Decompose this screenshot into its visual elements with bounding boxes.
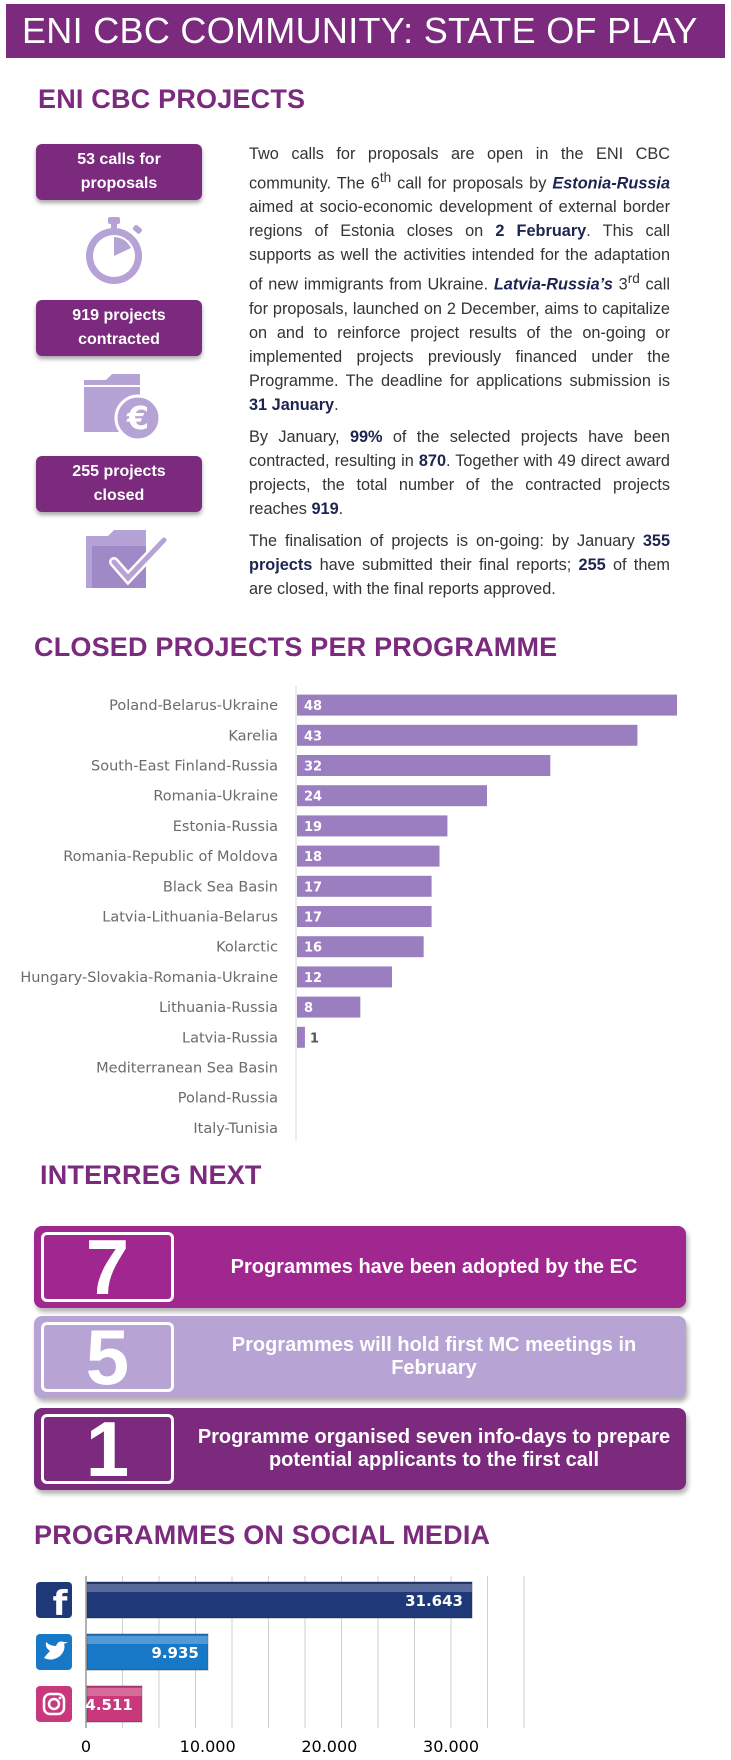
chart-value-label: 43 xyxy=(304,729,322,744)
chart-category-label: Poland-Belarus-Ukraine xyxy=(109,698,278,714)
chart-bar xyxy=(297,906,432,927)
chart-bar xyxy=(297,815,448,837)
chart-category-label: Kolarctic xyxy=(216,940,278,956)
paragraph-contracted: By January, 99% of the selected projects… xyxy=(249,427,670,518)
chart-category-label: Latvia-Lithuania-Belarus xyxy=(102,910,278,926)
social-bar xyxy=(86,1633,209,1671)
chart-value-label: 16 xyxy=(304,941,322,956)
social-tick-label: 10.000 xyxy=(180,1737,236,1756)
chart-bar xyxy=(297,1026,305,1048)
social-tick-label: 20.000 xyxy=(301,1737,357,1756)
chart-category-label: Romania-Republic of Moldova xyxy=(63,849,278,865)
social-value-label: 4.511 xyxy=(85,1696,132,1714)
social-section-title: PROGRAMMES ON SOCIAL MEDIA xyxy=(34,1520,491,1550)
interreg-card-mc-meetings: 5 Programmes will hold first MC meetings… xyxy=(34,1316,686,1398)
stat-badge-calls: 53 calls for proposals xyxy=(36,144,202,200)
chart-category-label: Italy-Tunisia xyxy=(193,1121,278,1137)
card-number: 1 xyxy=(41,1410,174,1488)
svg-text:€: € xyxy=(126,399,149,437)
chart-category-label: Lithuania-Russia xyxy=(159,1000,278,1016)
icon-bg xyxy=(36,1582,72,1618)
closed-projects-bar-chart: Poland-Belarus-Ukraine 48 Karelia 43 South-E… xyxy=(20,686,677,1140)
paragraph-finalisation: The finalisation of projects is on-going… xyxy=(249,531,670,598)
social-bar xyxy=(86,1685,143,1723)
chart-bar xyxy=(297,755,551,776)
social-bar xyxy=(86,1581,473,1619)
chart-category-label: Karelia xyxy=(228,728,278,744)
stopwatch-icon xyxy=(86,217,142,284)
folder-check-icon xyxy=(86,530,169,588)
card-number: 5 xyxy=(41,1318,174,1396)
social-tick-label: 30.000 xyxy=(423,1737,479,1756)
social-media-bar-chart: 0 10.000 20.000 30.000 f 31.643 9.935 4.511 xyxy=(36,1576,525,1756)
instagram-dot xyxy=(58,1696,62,1700)
twitter-icon xyxy=(36,1634,72,1670)
social-bar-highlight xyxy=(87,1688,142,1696)
social-value-label: 31.643 xyxy=(405,1592,463,1610)
chart-category-label: South-East Finland-Russia xyxy=(91,759,278,775)
stat-badge-contracted: 919 projects contracted xyxy=(36,300,202,356)
card-text: Programmes will hold first MC meetings i… xyxy=(231,1334,637,1379)
chart-value-label: 48 xyxy=(304,699,322,714)
instagram-lens xyxy=(47,1697,61,1711)
projects-section-title: ENI CBC PROJECTS xyxy=(38,84,306,114)
chart-bar xyxy=(297,785,487,807)
social-tick-label: 0 xyxy=(81,1737,91,1756)
facebook-glyph: f xyxy=(53,1584,69,1624)
chart-bar xyxy=(297,996,361,1018)
chart-bar xyxy=(297,875,432,897)
social-bar-highlight xyxy=(87,1584,472,1592)
paragraph-open-calls: Two calls for proposals are open in the … xyxy=(249,145,671,414)
card-number: 7 xyxy=(41,1228,174,1306)
instagram-icon xyxy=(36,1686,72,1722)
chart-value-label: 12 xyxy=(304,971,322,986)
chart-bar xyxy=(297,724,638,746)
chart-category-label: Poland-Russia xyxy=(178,1091,278,1107)
projects-body-text: Two calls for proposals are open in the … xyxy=(249,142,670,609)
icon-bg xyxy=(36,1686,72,1722)
chart-value-label: 19 xyxy=(304,820,322,835)
folder-euro-icon: € xyxy=(84,374,162,442)
stat-badge-closed: 255 projects closed xyxy=(36,456,202,512)
instagram-frame xyxy=(42,1692,66,1716)
social-value-label: 9.935 xyxy=(151,1644,198,1662)
card-text: Programme organised seven info-days to p… xyxy=(197,1426,671,1471)
interreg-card-info-days: 1 Programme organised seven info-days to… xyxy=(34,1408,686,1490)
interreg-section-title: INTERREG NEXT xyxy=(40,1160,262,1190)
chart-category-label: Latvia-Russia xyxy=(182,1030,278,1046)
chart-value-label: 17 xyxy=(304,911,322,926)
chart-bar xyxy=(297,694,677,716)
chart-bar xyxy=(297,845,440,867)
chart-value-label: 24 xyxy=(304,790,322,805)
social-bar-highlight xyxy=(87,1636,208,1644)
chart-category-label: Hungary-Slovakia-Romania-Ukraine xyxy=(20,970,278,986)
chart-value-label: 1 xyxy=(310,1031,319,1046)
chart-value-label: 8 xyxy=(304,1001,313,1016)
twitter-bird xyxy=(44,1641,68,1660)
chart-bar xyxy=(297,966,392,988)
chart-value-label: 18 xyxy=(304,850,322,865)
chart-category-label: Romania-Ukraine xyxy=(153,789,278,805)
facebook-icon: f xyxy=(36,1582,72,1624)
chart-value-label: 17 xyxy=(304,880,322,895)
closed-section-title: CLOSED PROJECTS PER PROGRAMME xyxy=(34,632,558,662)
page-banner-title: ENI CBC COMMUNITY: STATE OF PLAY xyxy=(6,4,725,58)
chart-category-label: Black Sea Basin xyxy=(163,879,278,895)
chart-category-label: Mediterranean Sea Basin xyxy=(96,1061,278,1077)
chart-category-label: Estonia-Russia xyxy=(173,819,278,835)
card-text: Programmes have been adopted by the EC xyxy=(230,1255,638,1278)
chart-value-label: 32 xyxy=(304,760,322,775)
interreg-card-adopted: 7 Programmes have been adopted by the EC xyxy=(34,1226,686,1308)
chart-bar xyxy=(297,936,424,958)
